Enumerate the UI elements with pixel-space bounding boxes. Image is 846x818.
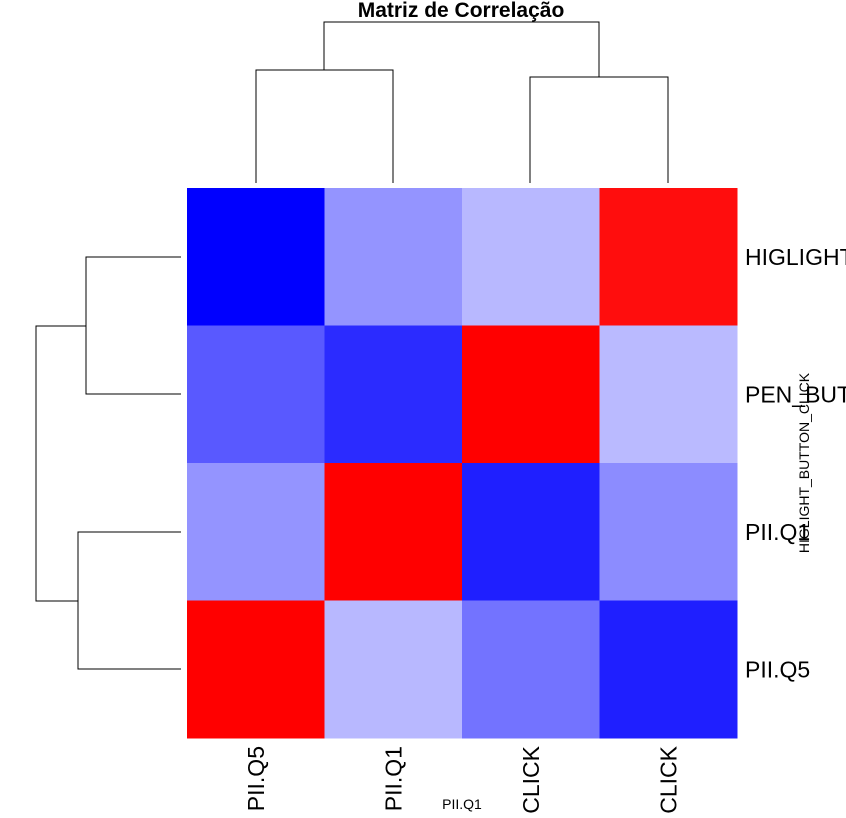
- row-label: HIGLIGHT_BUTTON_CLICK: [745, 244, 846, 270]
- row-dendro-branch-root: [35, 325, 86, 602]
- heatmap-cell-r1-c2: [462, 325, 600, 464]
- row-dendro-branch-bottom: [77, 531, 181, 670]
- heatmap-cell-r0-c3: [599, 188, 738, 326]
- heatmap-cell-r2-c3: [599, 463, 738, 601]
- heatmap-cell-r3-c2: [462, 600, 600, 739]
- heatmap-cell-r1-c1: [324, 325, 463, 464]
- chart-title: Matriz de Correlação: [358, 0, 565, 22]
- col-dendro-branch-left: [255, 69, 394, 183]
- column-label: CLICK: [655, 745, 681, 813]
- heatmap-cell-r3-c1: [324, 600, 463, 739]
- column-label: CLICK: [518, 745, 544, 813]
- heatmap-cell-r3-c3: [599, 600, 738, 739]
- heatmap-cell-r0-c2: [462, 188, 600, 326]
- heatmap-cell-r0-c0: [187, 188, 325, 326]
- row-label: PII.Q5: [745, 656, 810, 682]
- heatmap-cell-r2-c2: [462, 463, 600, 601]
- row-labels: HIGLIGHT_BUTTON_CLICKPEN_BUTTON_CLICKPII…: [745, 244, 846, 683]
- heatmap-cell-r2-c0: [187, 463, 325, 601]
- column-label: PII.Q5: [243, 746, 269, 811]
- heatmap-cell-r1-c0: [187, 325, 325, 464]
- column-dendrogram: [255, 21, 669, 183]
- heatmap-cell-r2-c1: [324, 463, 463, 601]
- y-axis-label: HIGLIGHT_BUTTON_CLICK: [796, 372, 812, 553]
- col-dendro-branch-right: [529, 76, 669, 183]
- row-label: PII.Q1: [745, 519, 810, 545]
- row-dendrogram: [35, 256, 181, 670]
- column-label: PII.Q1: [380, 746, 406, 811]
- heatmap-cell-r0-c1: [324, 188, 463, 326]
- row-label: PEN_BUTTON_CLICK: [745, 381, 846, 407]
- row-dendro-branch-top: [85, 256, 181, 395]
- x-axis-label: PII.Q1: [442, 796, 482, 812]
- column-labels: PII.Q5 PII.Q1 CLICK CLICK: [243, 745, 682, 813]
- heatmap-cells: [187, 188, 738, 739]
- heatmap-cell-r1-c3: [599, 325, 738, 464]
- heatmap-cell-r3-c0: [187, 600, 325, 739]
- col-dendro-branch-root: [323, 21, 600, 77]
